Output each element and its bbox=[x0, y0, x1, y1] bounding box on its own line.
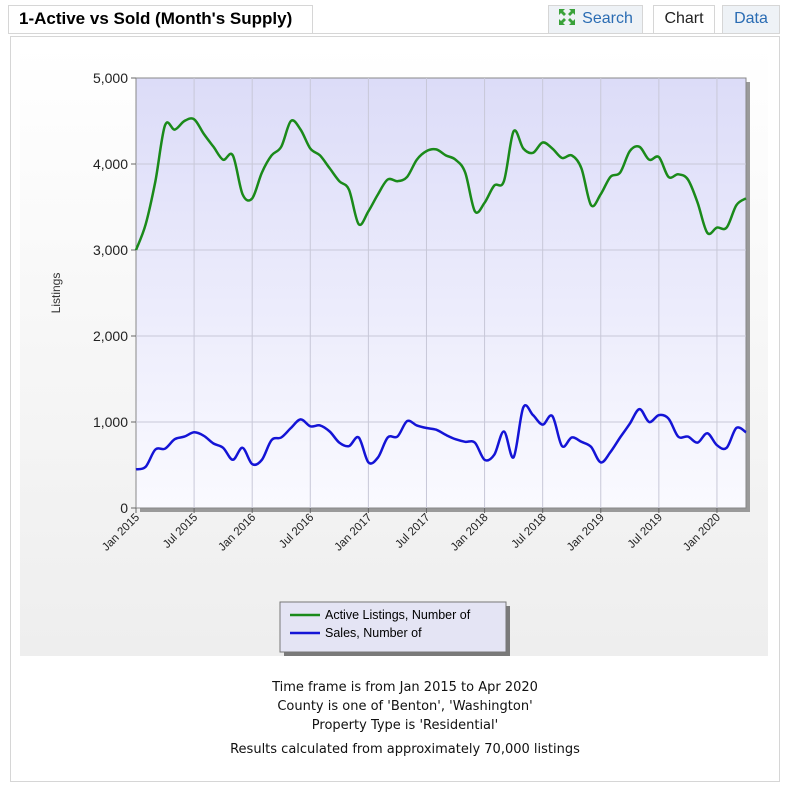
y-tick-label: 3,000 bbox=[93, 242, 128, 258]
caption-results: Results calculated from approximately 70… bbox=[230, 742, 580, 757]
caption-county: County is one of 'Benton', 'Washington' bbox=[277, 699, 533, 714]
caption-timeframe: Time frame is from Jan 2015 to Apr 2020 bbox=[272, 680, 538, 695]
y-tick-label: 0 bbox=[120, 500, 128, 516]
series-lines bbox=[134, 117, 747, 471]
chart-title-tab: 1-Active vs Sold (Month's Supply) bbox=[8, 5, 313, 33]
search-tab-label: Search bbox=[582, 10, 633, 27]
caption-property-type: Property Type is 'Residential' bbox=[311, 718, 499, 733]
chart-tab[interactable]: Chart bbox=[653, 5, 715, 33]
legend-box bbox=[279, 601, 507, 653]
series-line-sales bbox=[135, 404, 747, 471]
toolbar-divider bbox=[8, 33, 780, 34]
data-tab[interactable]: Data bbox=[722, 5, 780, 33]
y-axis: 0 1,000 2,000 3,000 4,000 5,000 bbox=[93, 70, 136, 516]
search-tab[interactable]: Search bbox=[548, 5, 643, 33]
y-tick-label: 1,000 bbox=[93, 414, 128, 430]
legend-label-sales: Sales, Number of bbox=[325, 626, 422, 640]
y-tick-label: 4,000 bbox=[93, 156, 128, 172]
y-axis-label: Listings bbox=[49, 273, 63, 314]
y-tick-label: 2,000 bbox=[93, 328, 128, 344]
plot-area bbox=[135, 77, 747, 509]
y-tick-label: 5,000 bbox=[93, 70, 128, 86]
legend: Active Listings, Number of Sales, Number… bbox=[279, 601, 510, 656]
legend-label-active: Active Listings, Number of bbox=[325, 608, 471, 622]
expand-arrows-icon bbox=[559, 9, 576, 25]
series-line-active-listings bbox=[134, 117, 747, 251]
